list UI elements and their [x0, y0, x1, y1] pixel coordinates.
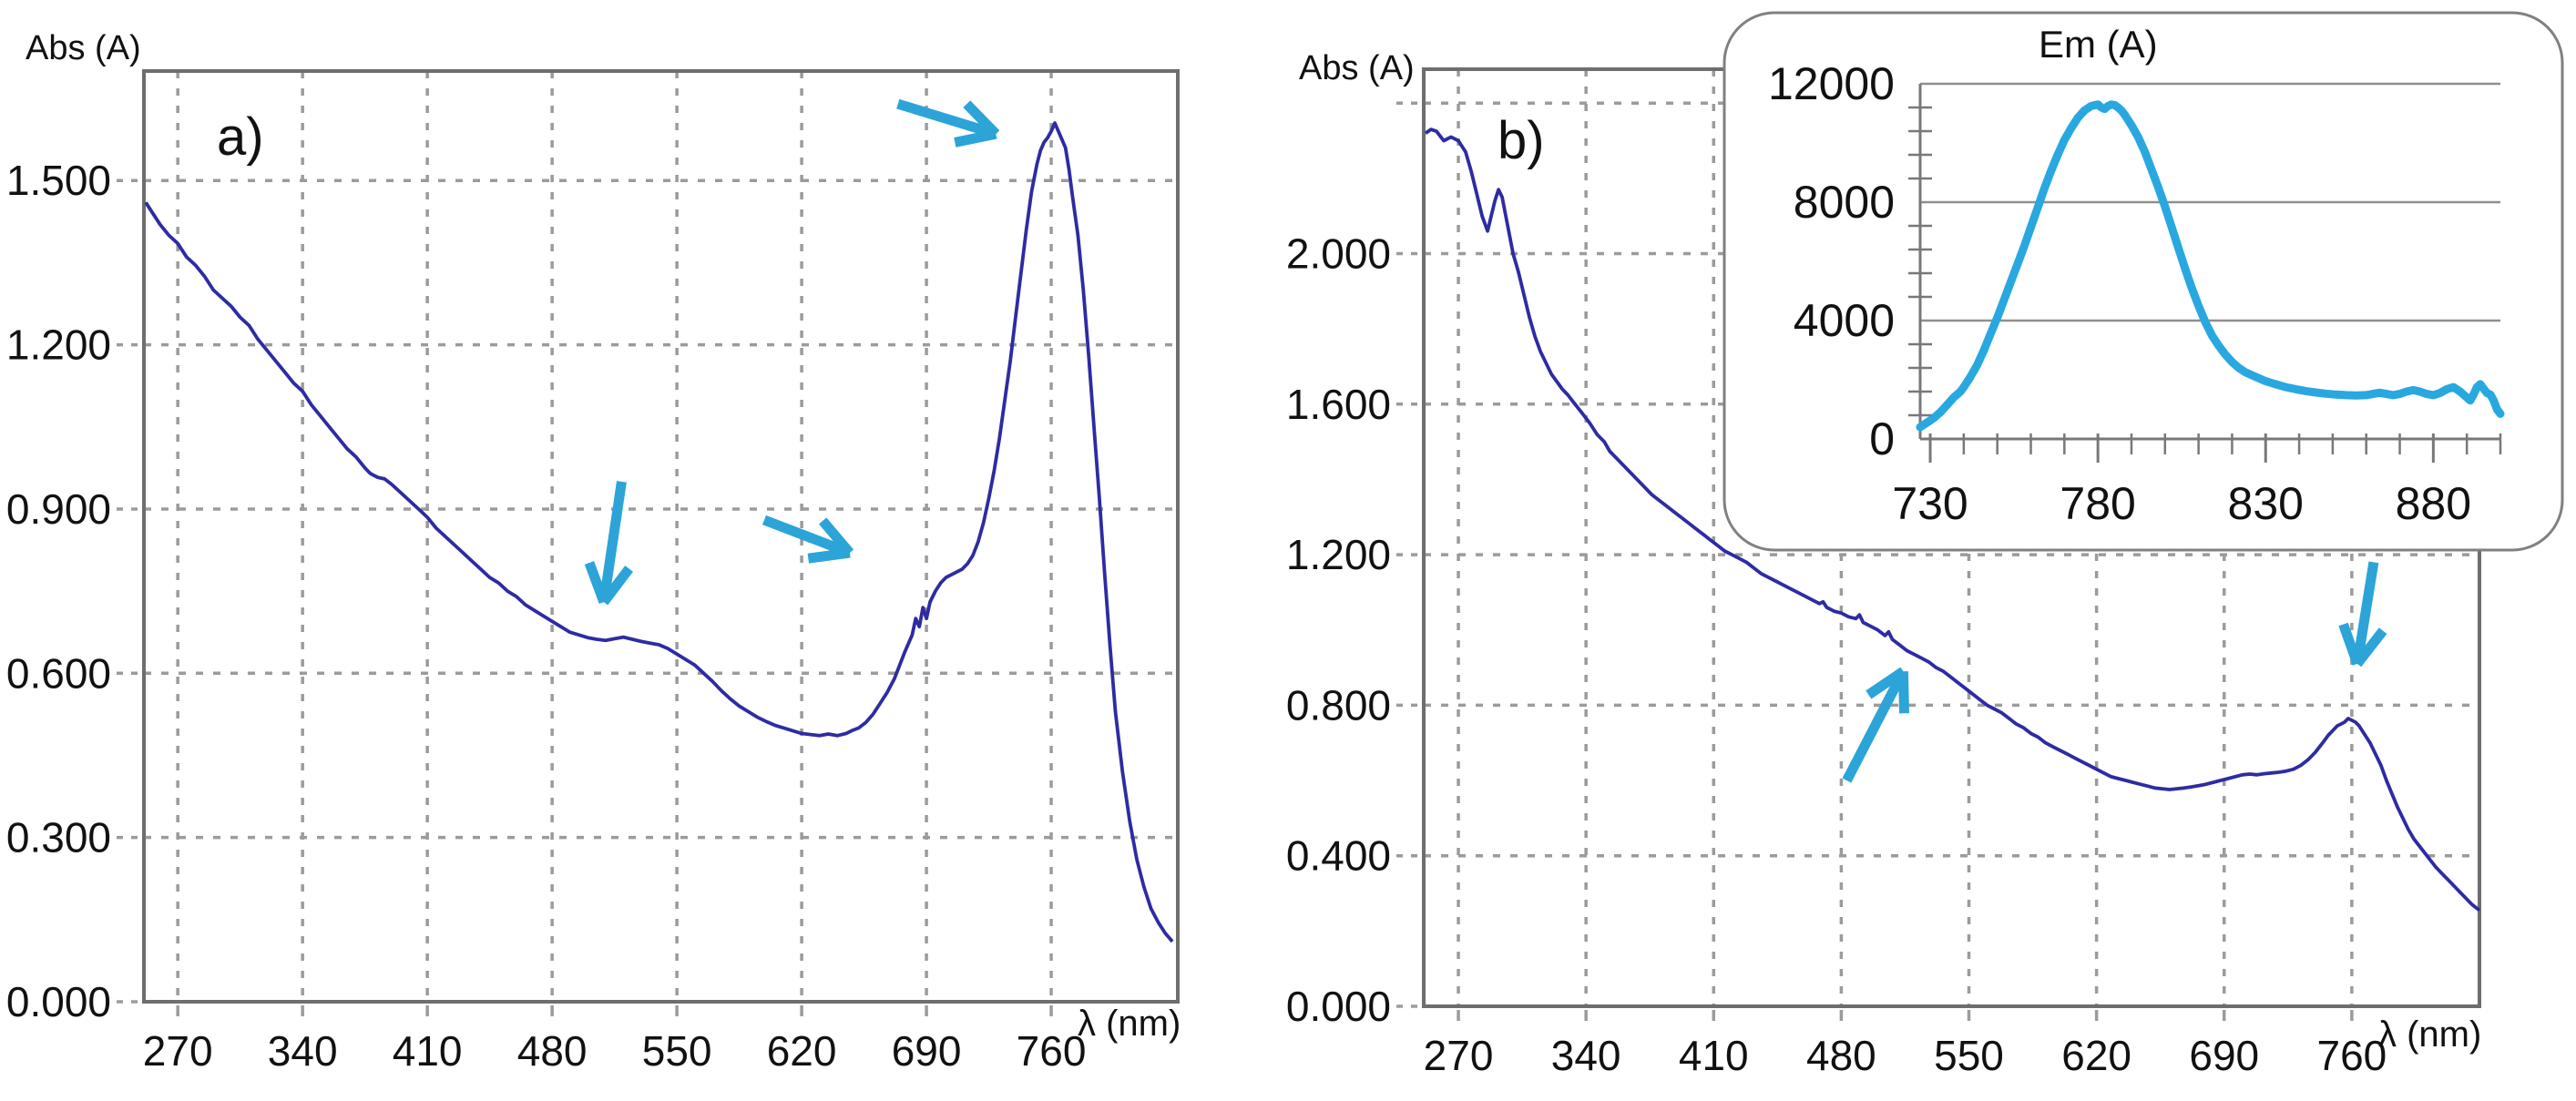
svg-text:1.600: 1.600 [1286, 381, 1391, 428]
svg-text:0.800: 0.800 [1286, 681, 1391, 729]
chart-b-letter-label: b) [1498, 111, 1545, 170]
svg-text:340: 340 [1551, 1032, 1621, 1079]
inset-chart-title: Em (A) [2039, 23, 2158, 66]
svg-text:270: 270 [1424, 1032, 1494, 1079]
svg-text:760: 760 [2317, 1032, 2387, 1079]
svg-text:410: 410 [1679, 1032, 1749, 1079]
svg-text:0.900: 0.900 [6, 485, 111, 533]
chart-a-x-axis-title: λ (nm) [1078, 1004, 1181, 1044]
svg-text:2.000: 2.000 [1286, 229, 1391, 277]
svg-text:480: 480 [1806, 1032, 1876, 1079]
svg-text:690: 690 [892, 1027, 962, 1075]
chart-a-y-axis-title: Abs (A) [26, 29, 141, 67]
svg-text:0.300: 0.300 [6, 814, 111, 861]
svg-text:830: 830 [2228, 478, 2304, 529]
svg-text:550: 550 [642, 1027, 712, 1075]
svg-text:690: 690 [2189, 1032, 2259, 1079]
svg-text:0.400: 0.400 [1286, 832, 1391, 880]
svg-text:780: 780 [2060, 478, 2135, 529]
svg-text:620: 620 [767, 1027, 837, 1075]
svg-text:0.000: 0.000 [6, 978, 111, 1025]
svg-text:1.500: 1.500 [6, 157, 111, 204]
svg-text:550: 550 [1934, 1032, 2004, 1079]
svg-text:0: 0 [1869, 413, 1895, 464]
svg-text:1.200: 1.200 [1286, 531, 1391, 578]
svg-text:730: 730 [1892, 478, 1968, 529]
svg-text:620: 620 [2061, 1032, 2131, 1079]
svg-text:4000: 4000 [1794, 295, 1895, 346]
svg-text:12000: 12000 [1768, 58, 1895, 109]
svg-text:410: 410 [393, 1027, 463, 1075]
svg-text:480: 480 [517, 1027, 588, 1075]
svg-text:1.200: 1.200 [6, 321, 111, 369]
svg-text:0.000: 0.000 [1286, 983, 1391, 1030]
chart-a-letter-label: a) [217, 107, 264, 167]
svg-text:880: 880 [2396, 478, 2471, 529]
svg-text:8000: 8000 [1794, 177, 1895, 228]
svg-text:760: 760 [1017, 1027, 1087, 1075]
svg-text:0.600: 0.600 [6, 649, 111, 697]
chart-b-x-axis-title: λ (nm) [2378, 1014, 2482, 1055]
svg-text:340: 340 [268, 1027, 338, 1075]
svg-text:270: 270 [143, 1027, 213, 1075]
chart-b-y-axis-title: Abs (A) [1299, 49, 1415, 87]
